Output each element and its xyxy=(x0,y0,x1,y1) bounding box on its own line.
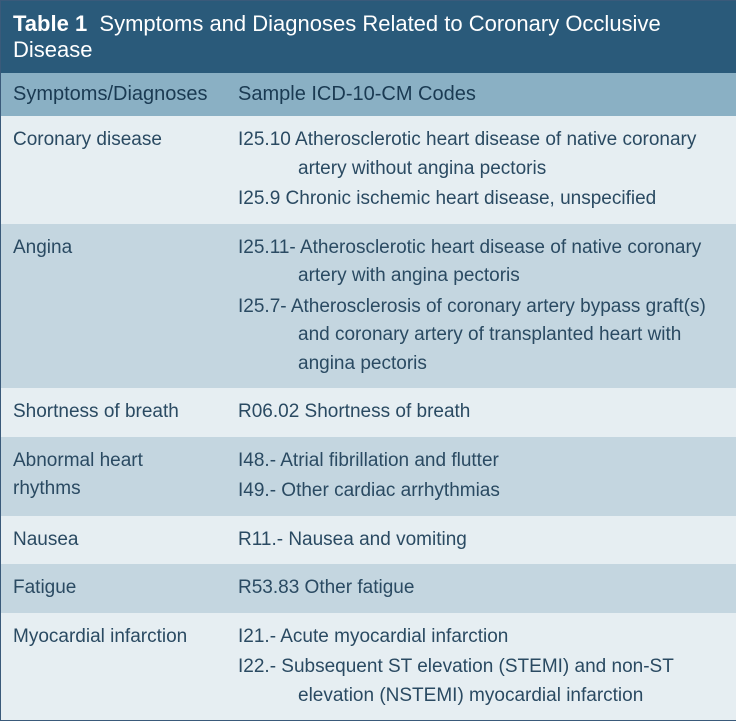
codes-cell: I21.- Acute myocardial infarctionI22.- S… xyxy=(226,613,736,721)
table-row: Shortness of breath R06.02 Shortness of b… xyxy=(1,388,736,437)
table-row: Myocardial infarctionI21.- Acute myocard… xyxy=(1,613,736,721)
col-header-codes: Sample ICD-10-CM Codes xyxy=(226,73,736,116)
code-entry: I25.9 Chronic ischemic heart disease, un… xyxy=(238,185,725,214)
symptom-cell: Abnormal heart rhythms xyxy=(1,437,226,516)
symptom-cell: Coronary disease xyxy=(1,116,226,224)
code-entry: I49.- Other cardiac arrhythmias xyxy=(238,477,725,506)
col-header-symptom: Symptoms/Diagnoses xyxy=(1,73,226,116)
symptom-cell: Myocardial infarction xyxy=(1,613,226,721)
code-entry: R11.- Nausea and vomiting xyxy=(238,526,725,555)
icd-table: Symptoms/Diagnoses Sample ICD-10-CM Code… xyxy=(1,73,736,720)
code-entry: I48.- Atrial fibrillation and flutter xyxy=(238,447,725,476)
table-header-row: Symptoms/Diagnoses Sample ICD-10-CM Code… xyxy=(1,73,736,116)
code-entry: R53.83 Other fatigue xyxy=(238,574,725,603)
table-title: Table 1 Symptoms and Diagnoses Related t… xyxy=(1,1,736,73)
table-title-text: Symptoms and Diagnoses Related to Corona… xyxy=(13,11,661,62)
code-entry: I25.11- Atherosclerotic heart disease of… xyxy=(238,234,725,291)
symptom-cell: Shortness of breath xyxy=(1,388,226,437)
table-row: AnginaI25.11- Atherosclerotic heart dise… xyxy=(1,224,736,389)
table-row: Fatigue R53.83 Other fatigue xyxy=(1,564,736,613)
codes-cell: R11.- Nausea and vomiting xyxy=(226,516,736,565)
codes-cell: R06.02 Shortness of breath xyxy=(226,388,736,437)
symptom-cell: Nausea xyxy=(1,516,226,565)
codes-cell: I25.10 Atherosclerotic heart disease of … xyxy=(226,116,736,224)
code-entry: R06.02 Shortness of breath xyxy=(238,398,725,427)
symptom-cell: Angina xyxy=(1,224,226,389)
table-row: Nausea R11.- Nausea and vomiting xyxy=(1,516,736,565)
code-entry: I25.10 Atherosclerotic heart disease of … xyxy=(238,126,725,183)
symptom-cell: Fatigue xyxy=(1,564,226,613)
code-entry: I25.7- Atherosclerosis of coronary arter… xyxy=(238,293,725,379)
table-row: Abnormal heart rhythmsI48.- Atrial fibri… xyxy=(1,437,736,516)
code-entry: I22.- Subsequent ST elevation (STEMI) an… xyxy=(238,653,725,710)
table-title-label: Table 1 xyxy=(13,11,87,36)
codes-cell: I48.- Atrial fibrillation and flutterI49… xyxy=(226,437,736,516)
codes-cell: R53.83 Other fatigue xyxy=(226,564,736,613)
codes-cell: I25.11- Atherosclerotic heart disease of… xyxy=(226,224,736,389)
table-row: Coronary diseaseI25.10 Atherosclerotic h… xyxy=(1,116,736,224)
code-entry: I21.- Acute myocardial infarction xyxy=(238,623,725,652)
table-container: Table 1 Symptoms and Diagnoses Related t… xyxy=(0,0,736,721)
